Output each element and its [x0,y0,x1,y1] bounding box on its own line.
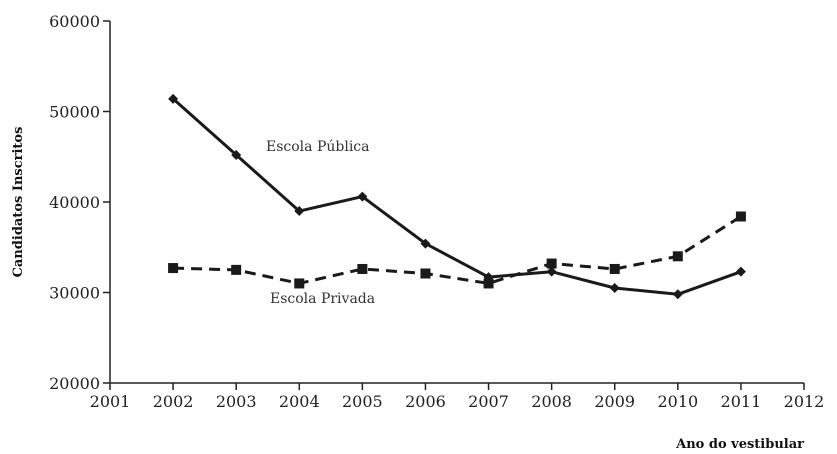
y-tick-label: 60000 [49,12,100,31]
series-layer [168,93,746,300]
y-tick-label: 40000 [49,193,100,212]
data-point-square [294,278,305,289]
x-tick-label: 2012 [784,392,825,411]
x-tick-label: 2006 [405,392,446,411]
series-label-escola-privada: Escola Privada [270,291,375,307]
data-point-diamond [672,289,683,300]
data-point-diamond [609,282,620,293]
y-ticks: 20000 30000 40000 50000 60000 [49,12,110,393]
series-line-0 [172,97,742,296]
x-tick-label: 2010 [657,392,698,411]
x-tick-label: 2003 [216,392,257,411]
data-point-diamond [735,266,746,277]
x-ticks: 2001 2002 2003 2004 2005 2006 2007 2008 2009 2010… [90,383,825,411]
data-point-diamond [294,206,305,217]
y-tick-label: 30000 [49,284,100,303]
series-annotations: Escola Pública Escola Privada [266,139,375,307]
x-tick-label: 2001 [90,392,131,411]
data-point-square [609,263,620,274]
x-tick-label: 2008 [531,392,572,411]
series-label-escola-publica: Escola Pública [266,139,370,155]
data-point-diamond [231,149,242,160]
data-point-diamond [420,238,431,249]
axes [109,21,804,384]
x-tick-label: 2007 [468,392,509,411]
data-point-square [420,268,431,279]
data-point-square [735,211,746,222]
y-axis-title: Candidatos Inscritos [11,127,26,278]
x-tick-label: 2005 [342,392,383,411]
data-point-diamond [168,93,179,104]
x-tick-label: 2004 [279,392,320,411]
data-point-square [483,278,494,289]
data-point-diamond [546,266,557,277]
data-point-diamond [357,191,368,202]
x-tick-label: 2009 [594,392,635,411]
y-tick-label: 20000 [49,374,100,393]
data-point-square [357,263,368,274]
data-point-square [168,263,179,274]
y-tick-label: 50000 [49,103,100,122]
data-point-square [546,258,557,269]
x-tick-label: 2002 [153,392,194,411]
series-line-1 [173,215,742,285]
data-point-square [231,264,242,275]
x-axis-title: Ano do vestibular [675,437,804,452]
data-point-square [672,251,683,262]
x-tick-label: 2011 [721,392,762,411]
